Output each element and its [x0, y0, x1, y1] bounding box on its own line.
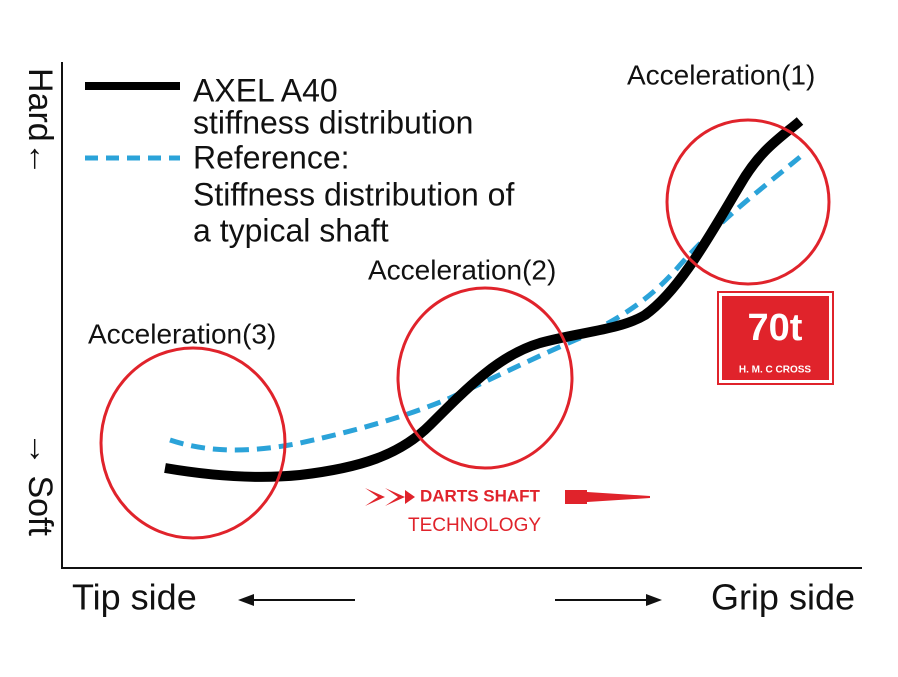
- acceleration-circles: [99, 118, 831, 540]
- legend-text: Reference:: [193, 139, 350, 175]
- badge-subtitle: H. M. C CROSS: [739, 365, 812, 376]
- legend-text: a typical shaft: [193, 212, 389, 248]
- logo-text: TECHNOLOGY: [408, 515, 541, 536]
- badge-fill: [722, 296, 829, 380]
- dart-icon: [365, 488, 650, 506]
- badge-frame: [717, 291, 834, 385]
- legend-text: Stiffness distribution of: [193, 176, 514, 212]
- annotation: Acceleration(1): [627, 59, 815, 90]
- x-label-left: Tip side: [72, 577, 197, 618]
- logo-text: DARTS SHAFT: [420, 486, 541, 505]
- badge-title: 70t: [748, 307, 803, 349]
- axel-curve: [164, 117, 804, 482]
- direction-arrows: [238, 594, 662, 606]
- x-label-right: Grip side: [711, 577, 855, 618]
- legend-text: stiffness distribution: [193, 104, 473, 140]
- legend-text: AXEL A40: [193, 72, 338, 108]
- y-label-top: Hard←: [21, 68, 59, 176]
- y-label-bottom: → Soft: [21, 432, 59, 536]
- annotation: Acceleration(2): [368, 254, 556, 285]
- annotation: Acceleration(3): [88, 318, 276, 349]
